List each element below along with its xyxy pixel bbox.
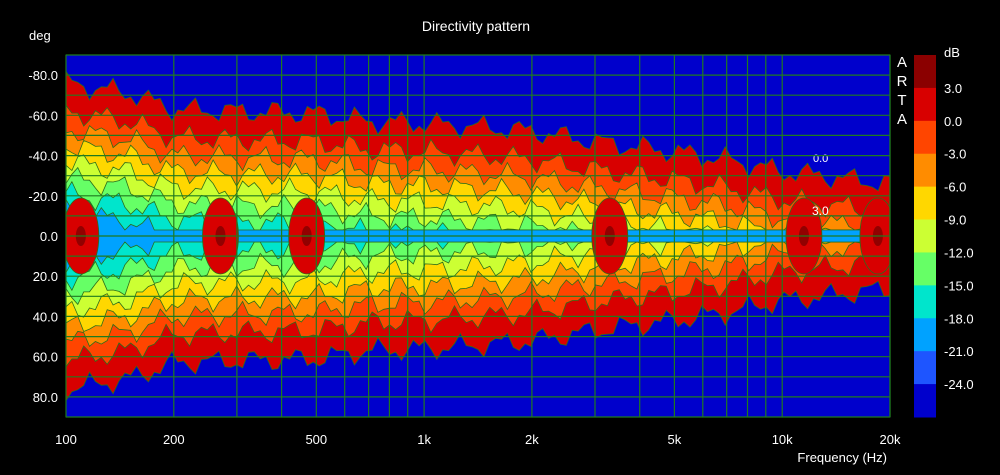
x-axis-label: Frequency (Hz) — [797, 450, 887, 465]
brand-letter: T — [897, 92, 906, 109]
colorbar-swatch — [914, 219, 936, 253]
colorbar-swatch — [914, 153, 936, 188]
brand-letter: A — [897, 54, 907, 71]
colorbar-swatch — [914, 55, 936, 89]
x-tick-label: 2k — [525, 432, 539, 447]
colorbar-unit: dB — [944, 45, 960, 60]
plot-frame — [65, 54, 891, 418]
x-tick-label: 500 — [305, 432, 327, 447]
y-tick-label: 20.0 — [33, 269, 58, 284]
colorbar-swatch — [914, 87, 936, 122]
x-tick-label: 200 — [163, 432, 185, 447]
colorbar-swatch — [914, 285, 936, 319]
colorbar-swatch — [914, 186, 936, 221]
colorbar-tick-label: -24.0 — [944, 377, 974, 392]
colorbar-tick-label: -12.0 — [944, 245, 974, 260]
x-tick-label: 20k — [880, 432, 901, 447]
contour-label: 3.0 — [812, 204, 829, 218]
x-tick-label: 5k — [668, 432, 682, 447]
y-tick-label: 80.0 — [33, 390, 58, 405]
colorbar-swatch — [914, 120, 936, 155]
colorbar-swatch — [914, 318, 936, 352]
colorbar-tick-label: 3.0 — [944, 81, 962, 96]
colorbar-tick-label: -21.0 — [944, 344, 974, 359]
colorbar-swatch — [914, 384, 936, 418]
y-tick-labels: -80.0 -60.0 -40.0 -20.0 0.0 20.0 40.0 60.0 80.0 — [28, 68, 58, 405]
colorbar-tick-label: 0.0 — [944, 114, 962, 129]
y-tick-label: -40.0 — [28, 149, 58, 164]
y-tick-label: 40.0 — [33, 309, 58, 324]
brand-letter: R — [897, 73, 908, 90]
y-axis-label: deg — [29, 28, 51, 43]
colorbar-swatch — [914, 252, 936, 286]
y-tick-label: -80.0 — [28, 68, 58, 83]
x-tick-label: 100 — [55, 432, 77, 447]
colorbar-tick-label: -9.0 — [944, 213, 966, 228]
y-tick-label: 60.0 — [33, 350, 58, 365]
x-tick-label: 1k — [417, 432, 431, 447]
colorbar-swatch — [914, 351, 936, 385]
x-tick-labels: 100 200 500 1k 2k 5k 10k 20k — [55, 432, 901, 447]
chart-title: Directivity pattern — [422, 18, 530, 34]
colorbar-tick-label: -18.0 — [944, 311, 974, 326]
colorbar-tick-label: -3.0 — [944, 147, 966, 162]
colorbar-tick-label: -15.0 — [944, 278, 974, 293]
contour-label: 0.0 — [813, 153, 828, 165]
y-tick-label: -20.0 — [28, 189, 58, 204]
colorbar: 3.0 0.0 -3.0 -6.0 -9.0 -12.0 -15.0 -18.0 -21.0 -2… — [914, 55, 974, 418]
colorbar-tick-label: -6.0 — [944, 180, 966, 195]
y-tick-label: 0.0 — [40, 229, 58, 244]
grid-lines — [65, 54, 891, 418]
brand-letter: A — [897, 111, 907, 128]
x-tick-label: 10k — [772, 432, 793, 447]
y-tick-label: -60.0 — [28, 108, 58, 123]
